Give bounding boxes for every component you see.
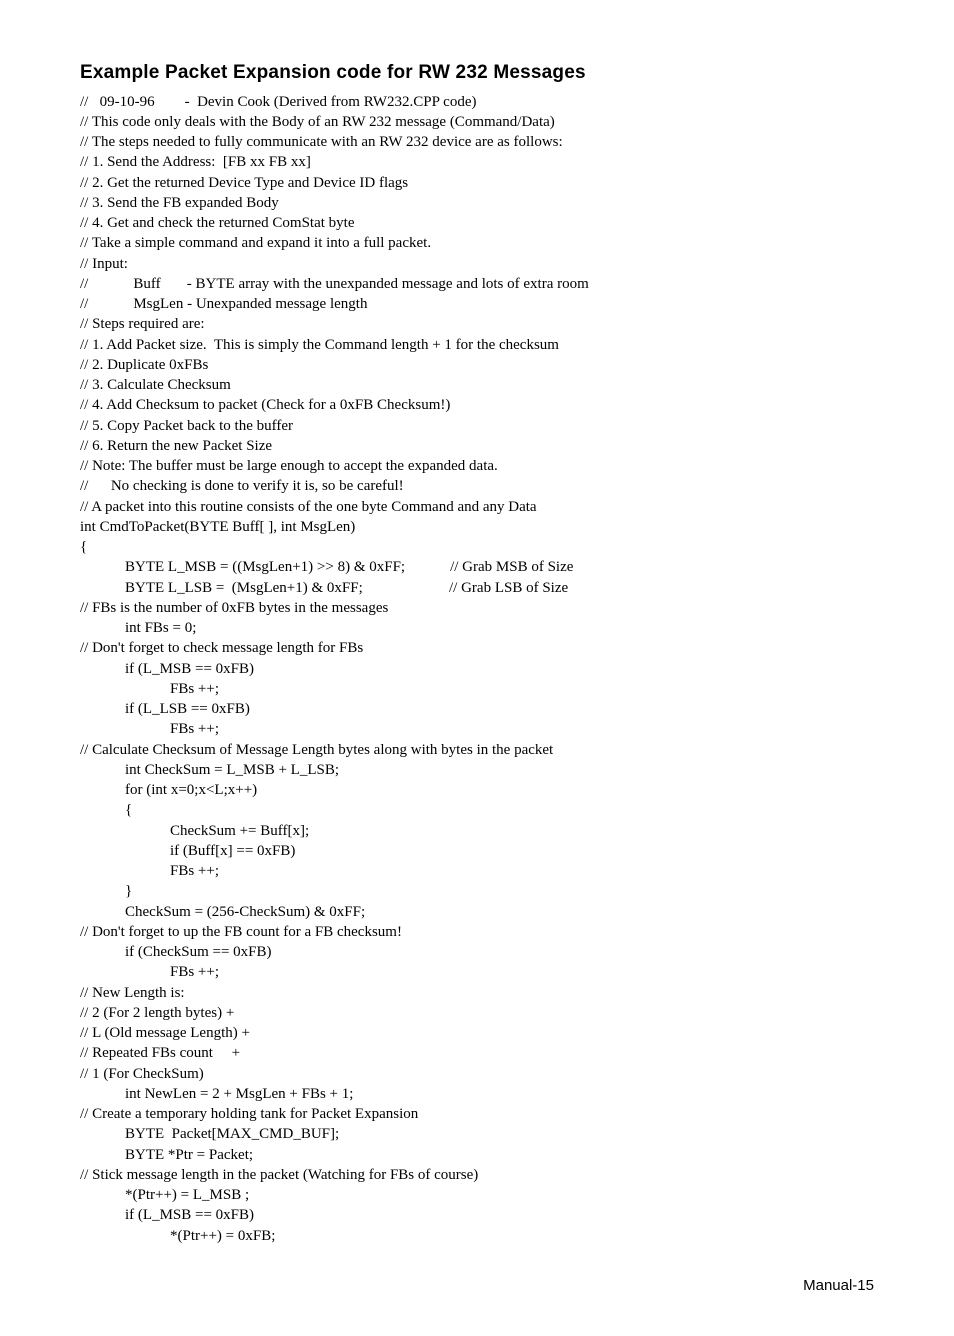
page-title: Example Packet Expansion code for RW 232… <box>80 60 874 86</box>
code-block: // 09-10-96 - Devin Cook (Derived from R… <box>80 92 874 1246</box>
page-footer: Manual-15 <box>80 1276 874 1296</box>
